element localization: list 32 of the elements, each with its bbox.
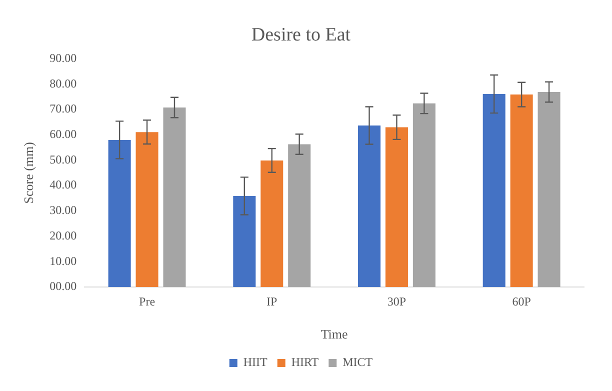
legend-label: HIIT (243, 355, 268, 370)
y-tick-label: 50.00 (50, 152, 77, 166)
legend-label: MICT (342, 355, 374, 370)
bar (482, 94, 506, 287)
legend-label: HIRT (291, 355, 320, 370)
y-tick-label: 60.00 (50, 127, 77, 142)
y-tick-label: 20.00 (50, 228, 77, 242)
bar (358, 125, 381, 287)
bar (510, 94, 533, 287)
y-axis-title: Score (mm) (21, 142, 36, 204)
bar (136, 132, 158, 287)
x-axis-title: Time (320, 326, 348, 342)
y-tick-label: 80.00 (50, 76, 77, 90)
y-tick-label: 10.00 (50, 254, 77, 268)
bar (412, 103, 436, 287)
y-tick-label: 90.00 (50, 50, 77, 65)
y-tick-label: 40.00 (50, 178, 77, 192)
bar (108, 140, 131, 287)
chart-title: Desire to Eat (251, 24, 352, 46)
y-tick-label: 70.00 (50, 102, 77, 116)
bar (385, 127, 408, 287)
x-tick-label: 30P (387, 294, 406, 308)
bar (288, 144, 311, 287)
y-tick-label: 00.00 (50, 279, 77, 294)
x-tick-label: 60P (512, 294, 532, 308)
x-tick-label: IP (266, 294, 278, 308)
bar (538, 92, 560, 287)
bar (233, 196, 256, 287)
x-tick-label: Pre (139, 294, 156, 308)
bar (260, 160, 284, 287)
y-tick-label: 30.00 (50, 203, 77, 218)
bar (163, 107, 186, 287)
